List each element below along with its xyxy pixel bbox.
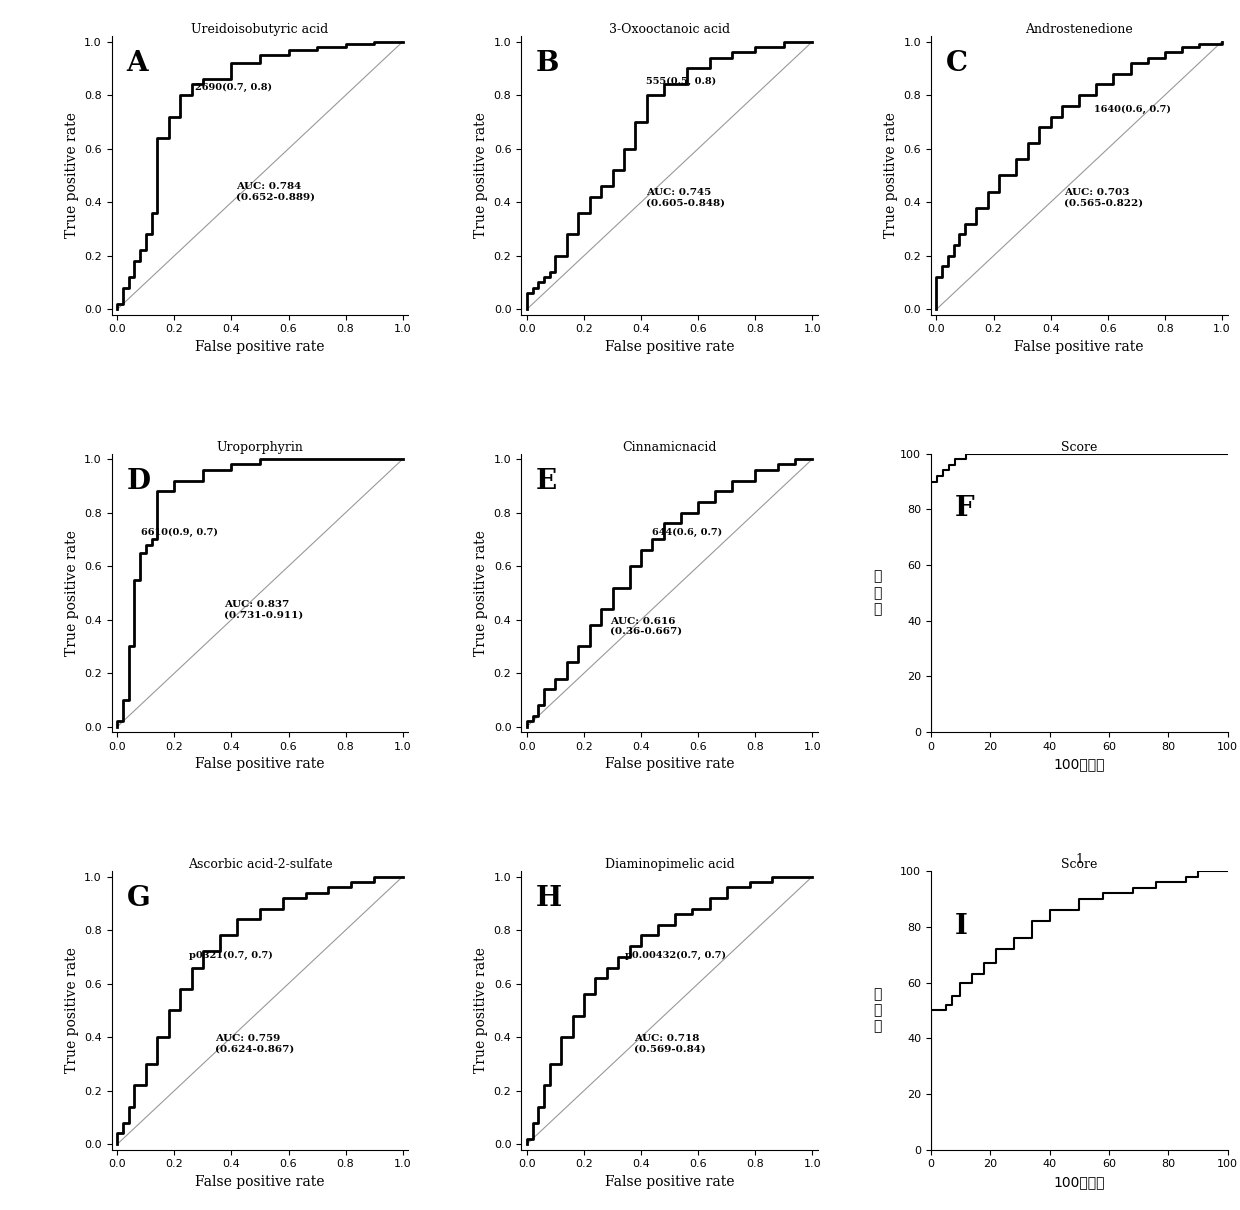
Text: E: E [536, 467, 557, 495]
Y-axis label: True positive rate: True positive rate [64, 530, 78, 656]
Text: 1: 1 [1075, 853, 1084, 865]
Title: Diaminopimelic acid: Diaminopimelic acid [605, 858, 734, 871]
X-axis label: False positive rate: False positive rate [1014, 340, 1145, 353]
Title: Ureidoisobutyric acid: Ureidoisobutyric acid [191, 23, 329, 36]
Text: 644(0.6, 0.7): 644(0.6, 0.7) [652, 528, 722, 537]
X-axis label: False positive rate: False positive rate [605, 1175, 734, 1188]
Text: AUC: 0.837
(0.731-0.911): AUC: 0.837 (0.731-0.911) [224, 600, 304, 620]
Text: A: A [126, 50, 148, 77]
Text: H: H [536, 886, 562, 912]
Text: 敏
感
性: 敏 感 性 [873, 987, 882, 1033]
Text: AUC: 0.718
(0.569-0.84): AUC: 0.718 (0.569-0.84) [634, 1035, 706, 1054]
Text: p0321(0.7, 0.7): p0321(0.7, 0.7) [188, 951, 273, 961]
Title: Score: Score [1061, 440, 1097, 454]
Y-axis label: True positive rate: True positive rate [474, 947, 489, 1073]
X-axis label: False positive rate: False positive rate [605, 757, 734, 771]
Title: Ascorbic acid-2-sulfate: Ascorbic acid-2-sulfate [187, 858, 332, 871]
Text: D: D [126, 467, 150, 495]
X-axis label: 100特异性: 100特异性 [1054, 1175, 1105, 1188]
X-axis label: False positive rate: False positive rate [195, 757, 325, 771]
Title: 3-Oxooctanoic acid: 3-Oxooctanoic acid [609, 23, 730, 36]
Y-axis label: True positive rate: True positive rate [884, 113, 898, 238]
Text: AUC: 0.703
(0.565-0.822): AUC: 0.703 (0.565-0.822) [1064, 188, 1143, 207]
Text: 2690(0.7, 0.8): 2690(0.7, 0.8) [195, 82, 272, 92]
X-axis label: False positive rate: False positive rate [195, 1175, 325, 1188]
X-axis label: 100特异性: 100特异性 [1054, 757, 1105, 771]
Title: Cinnamicnacid: Cinnamicnacid [622, 440, 717, 454]
Y-axis label: True positive rate: True positive rate [64, 113, 78, 238]
Text: 敏
感
性: 敏 感 性 [873, 570, 882, 616]
Text: 1640(0.6, 0.7): 1640(0.6, 0.7) [1094, 105, 1171, 114]
Text: C: C [946, 50, 967, 77]
Y-axis label: True positive rate: True positive rate [474, 530, 489, 656]
Text: AUC: 0.616
(0.36-0.667): AUC: 0.616 (0.36-0.667) [610, 617, 682, 636]
Text: AUC: 0.759
(0.624-0.867): AUC: 0.759 (0.624-0.867) [216, 1035, 295, 1054]
X-axis label: False positive rate: False positive rate [195, 340, 325, 353]
Text: B: B [536, 50, 559, 77]
Y-axis label: True positive rate: True positive rate [64, 947, 78, 1073]
Text: AUC: 0.745
(0.605-0.848): AUC: 0.745 (0.605-0.848) [646, 188, 725, 207]
Text: F: F [955, 496, 975, 523]
Text: p0.00432(0.7, 0.7): p0.00432(0.7, 0.7) [625, 951, 727, 961]
Text: 555(0.5, 0.8): 555(0.5, 0.8) [646, 77, 715, 86]
Title: Score: Score [1061, 858, 1097, 871]
Title: Androstenedione: Androstenedione [1025, 23, 1133, 36]
Text: G: G [126, 886, 150, 912]
Text: AUC: 0.784
(0.652-0.889): AUC: 0.784 (0.652-0.889) [237, 183, 315, 202]
Text: I: I [955, 912, 967, 940]
Y-axis label: True positive rate: True positive rate [474, 113, 489, 238]
X-axis label: False positive rate: False positive rate [605, 340, 734, 353]
Title: Uroporphyrin: Uroporphyrin [217, 440, 304, 454]
Text: 6610(0.9, 0.7): 6610(0.9, 0.7) [141, 528, 218, 537]
